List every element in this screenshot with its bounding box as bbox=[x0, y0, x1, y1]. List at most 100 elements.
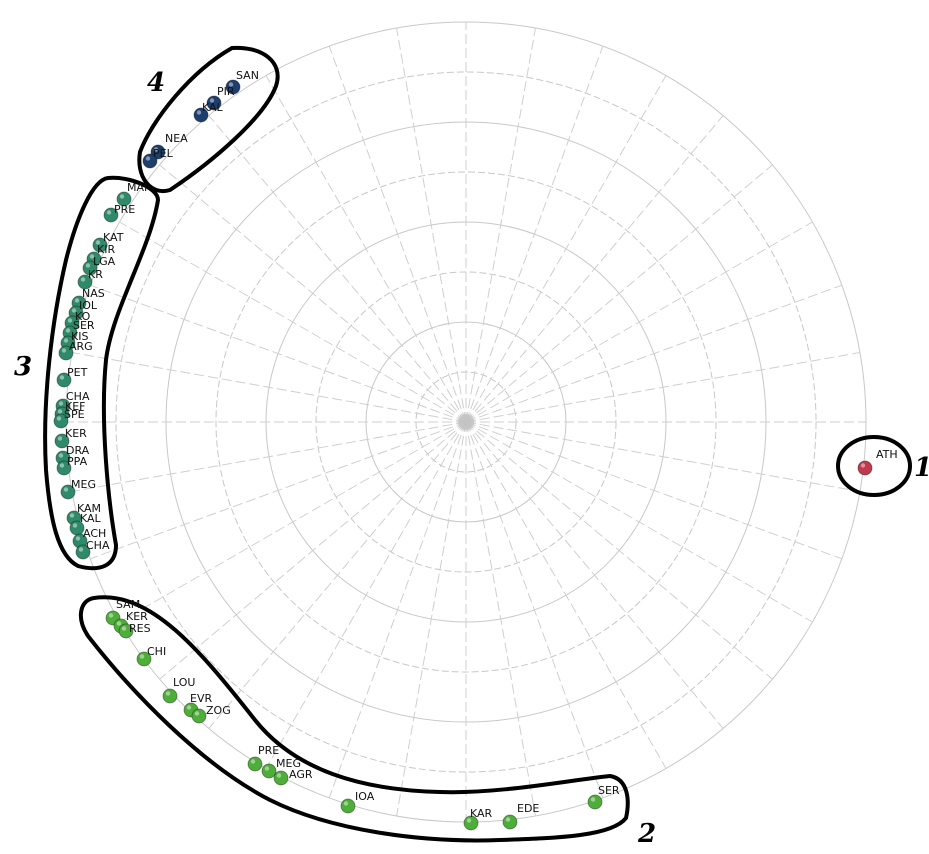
grid-spoke bbox=[465, 421, 861, 492]
point-label: KAT bbox=[103, 231, 124, 244]
point-label: PRE bbox=[258, 744, 279, 757]
point-label: KAM bbox=[77, 502, 101, 515]
grid-spoke bbox=[396, 27, 467, 423]
grid-spoke bbox=[465, 421, 813, 623]
data-point-highlight bbox=[63, 487, 69, 492]
data-point bbox=[247, 756, 263, 772]
point-label: CHA bbox=[86, 539, 110, 552]
data-point bbox=[103, 207, 119, 223]
data-point bbox=[56, 372, 72, 388]
point-label: SAM bbox=[116, 598, 140, 611]
point-label: KR bbox=[88, 268, 103, 281]
grid-spoke bbox=[159, 164, 467, 423]
grid-ring bbox=[215, 171, 717, 673]
data-point-highlight bbox=[108, 613, 114, 618]
point-label: KEF bbox=[65, 400, 86, 413]
point-label: LOU bbox=[173, 676, 195, 689]
grid-spoke bbox=[465, 115, 724, 423]
data-point-highlight bbox=[59, 375, 65, 380]
grid-spoke bbox=[465, 421, 724, 729]
grid-spoke bbox=[71, 352, 467, 423]
point-label: KAL bbox=[202, 101, 224, 114]
group-3-number: 3 bbox=[14, 352, 32, 382]
data-point-highlight bbox=[860, 463, 866, 468]
point-label: EVR bbox=[190, 692, 212, 705]
data-point-highlight bbox=[153, 147, 159, 152]
group-2-number: 2 bbox=[637, 819, 656, 849]
grid-spoke bbox=[465, 421, 843, 560]
data-point-highlight bbox=[72, 523, 78, 528]
point-label: KER bbox=[65, 427, 87, 440]
data-point bbox=[150, 144, 166, 160]
data-point-highlight bbox=[71, 308, 77, 313]
point-label: ACH bbox=[83, 527, 106, 540]
point-label: MEG bbox=[71, 478, 96, 491]
grid-spoke bbox=[119, 221, 467, 423]
point-label: AGR bbox=[289, 768, 313, 781]
data-point-highlight bbox=[85, 263, 91, 268]
data-point-highlight bbox=[69, 513, 75, 518]
data-point-highlight bbox=[63, 338, 69, 343]
data-point bbox=[92, 237, 108, 253]
grid-spoke bbox=[465, 221, 813, 423]
data-point-highlight bbox=[56, 416, 62, 421]
data-point bbox=[54, 433, 70, 449]
point-label: SER bbox=[73, 319, 95, 332]
grid-spoke bbox=[465, 75, 667, 423]
group-4-number: 4 bbox=[147, 68, 165, 98]
data-point bbox=[162, 688, 178, 704]
data-point-highlight bbox=[65, 328, 71, 333]
data-point bbox=[136, 651, 152, 667]
point-label: EDE bbox=[517, 802, 539, 815]
grid-spoke bbox=[465, 421, 667, 769]
data-point-highlight bbox=[466, 818, 472, 823]
data-point-highlight bbox=[196, 110, 202, 115]
point-label: KAL bbox=[80, 512, 102, 525]
group-3-outline bbox=[43, 175, 161, 571]
point-label: ATH bbox=[876, 448, 898, 461]
point-label: RES bbox=[129, 622, 151, 635]
data-point bbox=[116, 191, 132, 207]
data-point bbox=[60, 484, 76, 500]
data-point-highlight bbox=[139, 654, 145, 659]
data-point-highlight bbox=[78, 547, 84, 552]
grid-spoke bbox=[208, 115, 467, 423]
grid-spoke bbox=[396, 421, 467, 817]
data-point-highlight bbox=[59, 463, 65, 468]
data-point-highlight bbox=[58, 453, 64, 458]
grid-spoke bbox=[465, 421, 773, 680]
group-2-outline bbox=[78, 595, 630, 843]
data-point-highlight bbox=[119, 194, 125, 199]
point-label: PPA bbox=[67, 455, 88, 468]
data-point bbox=[587, 794, 603, 810]
point-label: LGA bbox=[93, 255, 116, 268]
data-point-highlight bbox=[61, 348, 67, 353]
data-point bbox=[53, 413, 69, 429]
point-label: PEL bbox=[153, 147, 174, 160]
point-label: IOA bbox=[355, 790, 375, 803]
data-point-highlight bbox=[145, 156, 151, 161]
data-point-highlight bbox=[209, 98, 215, 103]
data-point bbox=[340, 798, 356, 814]
data-point-highlight bbox=[57, 436, 63, 441]
data-point bbox=[75, 544, 91, 560]
data-point bbox=[58, 345, 74, 361]
grid-spoke bbox=[159, 421, 467, 680]
group-4-outline bbox=[137, 45, 280, 194]
data-point-highlight bbox=[57, 409, 63, 414]
point-label: PET bbox=[67, 366, 88, 379]
data-point-highlight bbox=[194, 711, 200, 716]
point-label: PIR bbox=[217, 85, 235, 98]
data-point-highlight bbox=[264, 766, 270, 771]
point-label: PRE bbox=[114, 203, 135, 216]
point-label: KIR bbox=[97, 243, 115, 256]
grid-center bbox=[458, 414, 474, 430]
grid-spoke bbox=[265, 421, 467, 769]
point-label: CHI bbox=[147, 645, 166, 658]
grid-spoke bbox=[119, 421, 467, 623]
data-point bbox=[118, 623, 134, 639]
data-point bbox=[191, 708, 207, 724]
data-point-highlight bbox=[276, 773, 282, 778]
data-point bbox=[273, 770, 289, 786]
